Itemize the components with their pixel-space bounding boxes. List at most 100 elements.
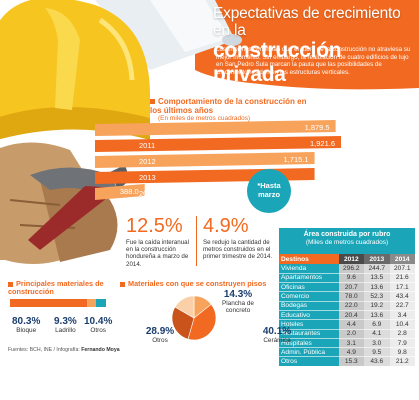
growth-bar: 1,879.5 [95,120,336,136]
growth-bar-value: 1,879.5 [305,123,330,132]
table-cell: 13.6 [364,310,390,321]
growth-bar-value: 1,715.1 [284,155,309,164]
stat-decline-value: 12.5% [126,215,183,237]
table-cell: 13.5 [364,273,390,284]
table-cell: Admin. Pública [279,347,339,358]
growth-bar-category: 2011 [139,141,155,150]
title-line-1: Expectativas de crecimiento en la [213,5,401,39]
pie-header: Materiales con que se construyen pisos [120,279,280,288]
stat-decline-text: Fue la caída interanual en la construcci… [126,239,189,268]
pie-label-name: Plancha de concreto [222,300,254,314]
blueprint-roll-icon [95,0,242,70]
table-cell: Hospitales [279,338,339,349]
growth-chart-subtitle: (En miles de metros cuadrados) [158,115,251,122]
stat-reduction-text: Se redujo la cantidad de metros construi… [203,239,273,261]
table-cell: Bodegas [279,301,339,312]
table-cell: 4.4 [338,319,365,330]
table-column-header: 2012 [338,254,365,264]
table-column-header: 2013 [364,254,390,264]
table-row: Comercio 78.0 52.3 43.4 [279,291,415,302]
pie-title: Materiales con que se construyen pisos [128,279,267,288]
table-cell: 9.8 [389,347,415,358]
pie-label-name: Otros [152,337,168,344]
source-note: Fuentes: BCH, INE / Infografía: Fernando… [8,347,120,353]
table-cell: 9.5 [364,347,390,358]
material-category: Bloque [16,327,37,334]
material-value: 80.3% [12,316,41,327]
pie-label: 40.1% Cerámica [256,326,298,344]
table-cell: 207.1 [389,264,415,274]
table-row: Apartamentos 9.6 13.5 21.6 [279,273,415,284]
table-row: Hoteles 4.4 6.9 10.4 [279,319,415,330]
table-cell: Comercio [279,291,339,302]
table-cell: 2.8 [389,329,415,339]
pie-label: 28.9% Otros [142,326,178,344]
growth-bar-category: 2013 [139,173,156,182]
growth-chart-header: Comportamiento de la construcción en los… [150,97,320,123]
table-cell: Hoteles [279,319,339,330]
table-cell: 43.4 [389,291,415,302]
table-cell: 6.9 [364,319,390,330]
table-cell: 21.2 [389,356,415,367]
table-cell: 13.6 [364,282,390,293]
material-bar-segment [10,299,88,307]
growth-bar-category: 2012 [139,157,156,166]
table-cell: 2.0 [338,329,365,339]
table-cell: Restaurantes [279,329,339,339]
stat-divider [196,216,197,266]
table-row: Educativo 20.4 13.6 3.4 [279,310,415,321]
pie-slice [174,295,195,319]
table-cell: 9.6 [338,273,365,284]
bullet-icon [8,281,13,287]
material-label: 9.3% Ladrillo [54,316,77,334]
table-cell: 17.1 [389,282,415,293]
material-label: 80.3% Bloque [12,316,40,334]
growth-bar-shape [95,136,341,152]
table-cell: 78.0 [338,291,365,302]
pie-label-value: 28.9% [145,326,175,337]
pie-label-value: 14.3% [223,289,253,300]
pie-label-value: 40.1% [262,326,292,337]
pie-label: 14.3% Plancha de concreto [212,289,264,314]
table-row: Admin. Pública 4.9 9.5 9.8 [279,347,415,358]
materials-header: Principales materiales de construcción [8,279,116,297]
stat-decline: 12.5% Fue la caída interanual en la cons… [126,216,194,268]
table-cell: 20.7 [338,282,365,293]
table-cell: Apartamentos [279,273,339,284]
table-cell: 15.3 [338,356,365,367]
table-cell: 22.7 [389,301,415,312]
growth-bar-value: 1,921.6 [310,139,335,148]
table-cell: Vivienda [279,264,339,274]
table-title: Área construida por rubro [303,231,391,238]
material-value: 9.3% [54,316,77,327]
table-cell: 19.2 [364,301,390,312]
table-subtitle: (Miles de metros cuadrados) [305,239,389,246]
table-cell: 10.4 [389,319,415,330]
table-row: Hospitales 3.1 3.0 7.9 [279,338,415,349]
pie-slice [187,303,217,341]
table-cell: 4.9 [338,347,365,358]
material-bar-segment [87,299,97,307]
stat-reduction: 4.9% Se redujo la cantidad de metros con… [203,216,275,261]
area-table: Destinos 2012 2013 2014 Vivienda 296.2 244.7 2… [279,254,415,367]
table-row: Bodegas 22.0 19.2 22.7 [279,301,415,312]
materials-title: Principales materiales de construcción [8,279,104,297]
table-cell: 4.1 [364,329,390,339]
table-cell: 21.6 [389,273,415,284]
table-cell: 52.3 [364,291,390,302]
table-row: Otros 15.3 43.6 21.2 [279,356,415,367]
bullet-icon [120,281,125,287]
bullet-icon [150,99,155,105]
table-cell: 296.2 [338,264,365,274]
table-cell: Otros [279,356,339,367]
table-cell: 22.0 [338,301,365,312]
table-cell: 3.4 [389,310,415,321]
growth-chart-title: Comportamiento de la construcción en los… [150,97,307,115]
header-band [195,0,419,90]
source-author: Fernando Moya [81,347,120,353]
pie-label-name: Cerámica [263,337,291,344]
table-row: Oficinas 20.7 13.6 17.1 [279,282,415,293]
